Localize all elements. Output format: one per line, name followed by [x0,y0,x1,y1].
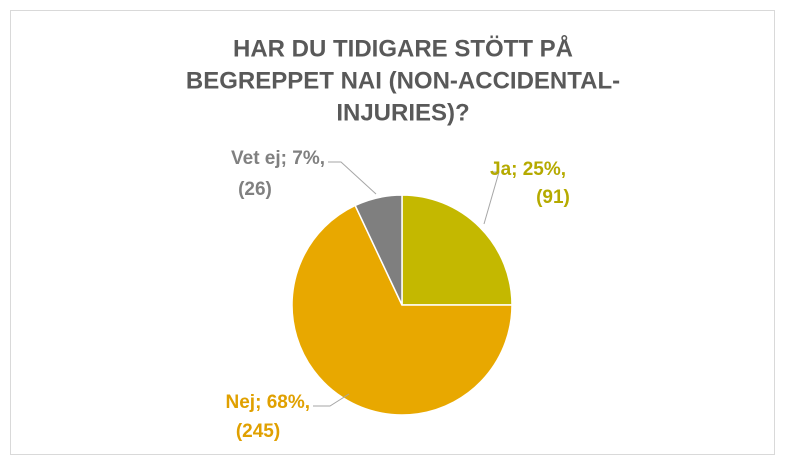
data-label: Ja; 25%, [490,159,566,180]
count-label: (245) [236,421,280,442]
leader-line [328,161,377,195]
chart-title: HAR DU TIDIGARE STÖTT PÅ [233,34,573,62]
count-label: (26) [238,179,272,200]
chart-title: BEGREPPET NAI (NON-ACCIDENTAL- [186,67,620,94]
chart-title: INJURIES)? [336,99,469,126]
data-label: Nej; 68%, [226,392,310,413]
leader-line [483,171,500,225]
count-label: (91) [536,187,570,208]
pie-slice [354,194,403,306]
data-label: Vet ej; 7%, [231,148,325,169]
pie-slice [401,194,513,306]
leader-line [313,393,350,407]
